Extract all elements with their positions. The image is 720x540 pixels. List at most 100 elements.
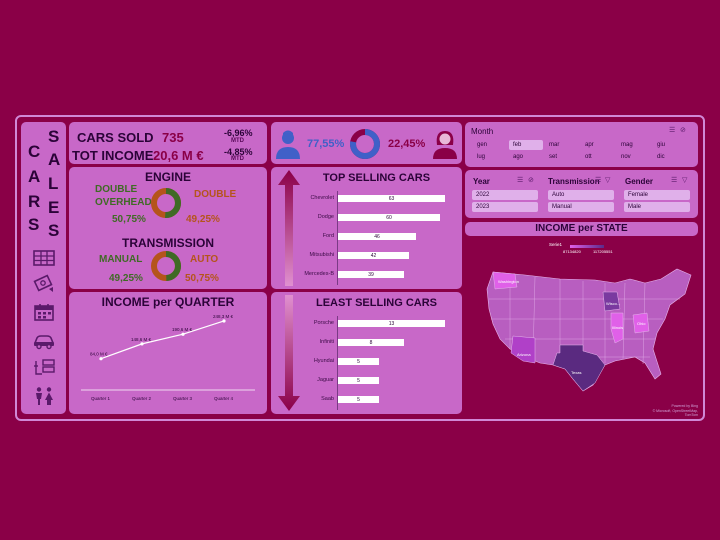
engine-left-label-line1: DOUBLE bbox=[95, 184, 138, 195]
bar bbox=[338, 320, 445, 327]
engine-right-pct: 49,25% bbox=[186, 214, 220, 225]
map-state-washington bbox=[492, 271, 518, 290]
income-label: TOT INCOME bbox=[72, 148, 154, 163]
month-option[interactable]: apr bbox=[585, 142, 594, 148]
bar-value: 63 bbox=[388, 196, 395, 202]
series-line bbox=[100, 320, 225, 360]
x-tick-label: Quarter 4 bbox=[214, 396, 234, 401]
income-quarter-title: INCOME per QUARTER bbox=[101, 295, 235, 309]
gender-option[interactable]: Female bbox=[624, 190, 690, 200]
title-letter: R bbox=[28, 192, 41, 211]
transmission-option[interactable]: Manual bbox=[548, 202, 614, 212]
month-option[interactable]: set bbox=[549, 154, 558, 160]
year-clear-filter-icon[interactable]: ⊘ bbox=[528, 177, 534, 184]
bar-label: Jaguar bbox=[317, 377, 334, 383]
title-letter: L bbox=[48, 174, 59, 193]
sidebar: C A R S S A L E S bbox=[21, 122, 66, 414]
bar-value: 5 bbox=[357, 397, 360, 403]
map-legend-min: 87134820 bbox=[563, 249, 581, 254]
bar bbox=[338, 396, 379, 403]
month-option[interactable]: gen bbox=[477, 142, 488, 148]
year-multi-select-icon[interactable]: ☰ bbox=[517, 177, 524, 184]
bar bbox=[338, 233, 416, 240]
title-letter: E bbox=[48, 198, 60, 217]
cars-sold-label: CARS SOLD bbox=[77, 130, 154, 145]
map-legend-max: 117205551 bbox=[593, 249, 613, 254]
map-label: Ohio bbox=[637, 321, 646, 326]
map-state-illinois bbox=[610, 312, 624, 344]
money-icon[interactable] bbox=[32, 274, 56, 294]
month-option[interactable]: nov bbox=[621, 154, 631, 160]
bar-axis bbox=[337, 191, 338, 285]
map-legend-gradient bbox=[570, 245, 604, 248]
transmission-left-label: MANUAL bbox=[99, 254, 143, 265]
bar bbox=[338, 195, 445, 202]
bar bbox=[338, 377, 379, 384]
gender-option[interactable]: Male bbox=[624, 202, 690, 212]
top-selling-title: TOP SELLING CARS bbox=[322, 172, 431, 184]
month-option[interactable]: dic bbox=[657, 154, 665, 160]
year-option[interactable]: 2022 bbox=[472, 190, 538, 200]
x-tick-label: Quarter 3 bbox=[173, 396, 193, 401]
title-letter: A bbox=[48, 150, 61, 169]
month-option[interactable]: ago bbox=[513, 154, 524, 160]
map-state-texas bbox=[552, 344, 606, 392]
people-icon[interactable] bbox=[32, 386, 56, 406]
income-quarter-card: INCOME per QUARTER 84,0 M € Quarter 1 148,… bbox=[69, 292, 267, 414]
multi-select-icon[interactable]: ☰ bbox=[669, 127, 676, 134]
month-option[interactable]: feb bbox=[509, 140, 543, 150]
map-label: Arizona bbox=[517, 352, 531, 357]
transmission-multi-select-icon[interactable]: ☰ bbox=[595, 177, 602, 184]
data-point bbox=[99, 357, 103, 361]
calendar-icon[interactable] bbox=[32, 302, 56, 322]
title-letter: S bbox=[48, 127, 60, 146]
top-selling-card: TOP SELLING CARS Chevrolet 63 Dodge 60 Ford 4… bbox=[271, 167, 462, 289]
bar bbox=[338, 252, 409, 259]
month-option[interactable]: ott bbox=[585, 154, 592, 160]
female-icon bbox=[433, 131, 457, 159]
map-label: Washington bbox=[498, 279, 519, 284]
income-state-map[interactable]: Serie1 87134820 117205551 Washington Wis… bbox=[465, 239, 698, 418]
month-option[interactable]: lug bbox=[477, 154, 486, 160]
data-point bbox=[222, 319, 226, 323]
transmission-donut bbox=[151, 251, 181, 281]
month-option[interactable]: giu bbox=[657, 142, 666, 148]
month-title: Month bbox=[471, 127, 494, 136]
gender-multi-select-icon[interactable]: ☰ bbox=[671, 177, 678, 184]
car-icon[interactable] bbox=[32, 330, 56, 350]
transmission-title: TRANSMISSION bbox=[121, 236, 214, 250]
clear-filter-icon[interactable]: ⊘ bbox=[680, 127, 686, 134]
bar-value: 46 bbox=[374, 234, 380, 240]
income-quarter-chart: 84,0 M € Quarter 1 148,6 M € Quarter 2 190,6… bbox=[81, 314, 255, 401]
list-icon[interactable] bbox=[32, 358, 56, 378]
gender-clear-filter-icon[interactable]: ▽ bbox=[682, 177, 688, 184]
male-icon bbox=[276, 130, 300, 159]
up-arrow-icon bbox=[278, 170, 300, 286]
x-tick-label: Quarter 1 bbox=[91, 396, 111, 401]
data-point bbox=[181, 332, 185, 336]
transmission-right-label: AUTO bbox=[190, 254, 219, 265]
cars-sold-mtd: MTD bbox=[231, 138, 244, 144]
female-pct: 22,45% bbox=[388, 138, 426, 150]
title-letter: A bbox=[28, 167, 41, 186]
year-option[interactable]: 2023 bbox=[472, 202, 538, 212]
month-option[interactable]: mag bbox=[621, 142, 633, 148]
down-arrow-icon bbox=[278, 295, 300, 411]
bar-label: Porsche bbox=[313, 320, 334, 326]
income-pct: -4,85% bbox=[224, 147, 253, 157]
transmission-option[interactable]: Auto bbox=[548, 190, 614, 200]
bar-label: Saab bbox=[321, 396, 334, 402]
engine-title: ENGINE bbox=[144, 170, 191, 184]
map-state-ohio bbox=[632, 312, 650, 334]
kpi-card: CARS SOLD 735 -6,96% MTD TOT INCOME 20,6… bbox=[69, 122, 267, 164]
table-icon[interactable] bbox=[32, 248, 56, 268]
month-option[interactable]: mar bbox=[549, 142, 560, 148]
bar-label: Hyundai bbox=[313, 358, 334, 364]
gender-donut bbox=[350, 129, 380, 159]
title-letter: S bbox=[28, 215, 40, 234]
bar-label: Chevrolet bbox=[310, 195, 334, 201]
transmission-clear-filter-icon[interactable]: ▽ bbox=[605, 177, 611, 184]
map-credit-line2: © Microsoft, OpenStreetMap, TomTom bbox=[652, 408, 698, 418]
bar bbox=[338, 358, 379, 365]
least-selling-title: LEAST SELLING CARS bbox=[315, 297, 437, 309]
